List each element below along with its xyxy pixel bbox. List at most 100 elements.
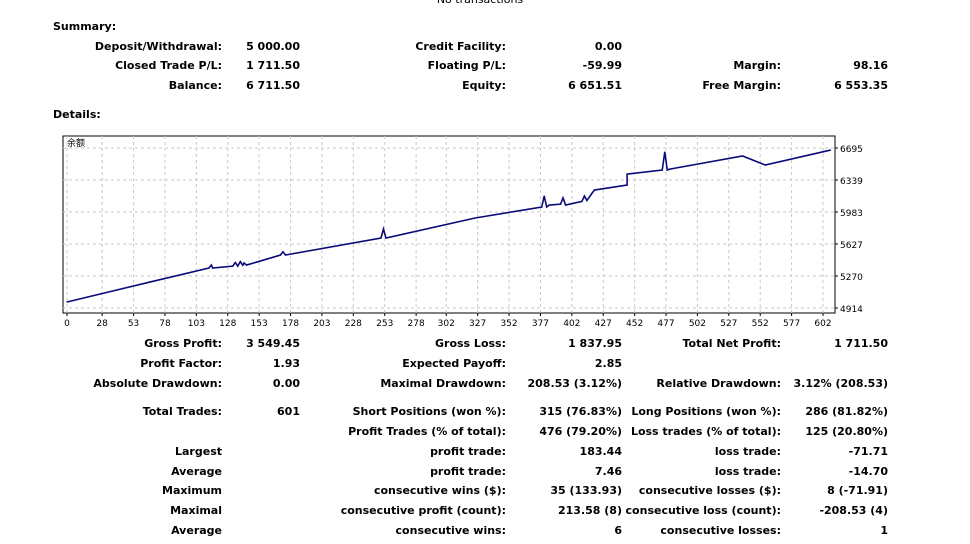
- x-tick-label: 352: [500, 319, 517, 329]
- stat-label: Gross Profit:: [144, 337, 222, 350]
- summary-value: -59.99: [582, 59, 622, 72]
- stat-value: 1 711.50: [834, 337, 888, 350]
- x-tick-label: 427: [595, 319, 612, 329]
- data-point: [149, 281, 151, 283]
- data-point: [583, 195, 585, 197]
- data-point: [66, 301, 68, 303]
- stat-label: consecutive losses ($):: [638, 484, 781, 497]
- stat-label: Maximal Drawdown:: [380, 377, 506, 390]
- x-tick-label: 527: [720, 319, 737, 329]
- stat-value: 0.00: [272, 377, 300, 390]
- x-tick-label: 153: [251, 319, 268, 329]
- data-point: [242, 264, 244, 266]
- summary-value: 6 651.51: [568, 79, 622, 92]
- stat-label: Profit Factor:: [140, 357, 222, 370]
- data-point: [282, 251, 284, 253]
- data-point: [212, 267, 214, 269]
- summary-label: Equity:: [462, 79, 506, 92]
- data-point: [666, 169, 668, 171]
- x-tick-label: 28: [96, 319, 108, 329]
- y-tick-label: 6695: [840, 145, 863, 155]
- stat-value: 7.46: [594, 465, 622, 478]
- data-point: [661, 169, 663, 171]
- data-point: [548, 204, 550, 206]
- x-tick-label: 477: [657, 319, 674, 329]
- data-point: [669, 168, 671, 170]
- y-tick-label: 5627: [840, 241, 863, 251]
- balance-chart: 0 28 53 78 103 128 153 178 203 228 253 278 302 327 352…: [62, 135, 863, 329]
- x-tick-label: 602: [814, 319, 831, 329]
- details-title: Details:: [53, 108, 101, 121]
- stat-value: 183.44: [579, 445, 622, 458]
- x-tick-label: 377: [532, 319, 549, 329]
- stat-value: 3.12% (208.53): [793, 377, 889, 390]
- top-note: No transactions: [380, 0, 580, 6]
- stat-value: 601: [277, 405, 300, 418]
- x-tick-label: 452: [626, 319, 643, 329]
- stat-label: Relative Drawdown:: [656, 377, 781, 390]
- stat-label: Total Net Profit:: [682, 337, 782, 350]
- x-tick-label: 78: [159, 319, 171, 329]
- data-point: [210, 264, 213, 266]
- stat-label: Average: [171, 465, 222, 478]
- data-point: [546, 206, 548, 208]
- y-tick-label: 5270: [840, 273, 863, 283]
- data-point: [564, 204, 567, 206]
- stat-value: -71.71: [848, 445, 888, 458]
- data-point: [586, 199, 588, 202]
- stat-value: 286 (81.82%): [805, 405, 888, 418]
- data-point: [559, 203, 562, 205]
- stat-label: consecutive profit (count):: [340, 504, 506, 517]
- x-tick-label: 178: [282, 319, 299, 329]
- data-point: [562, 197, 564, 199]
- stat-label: profit trade:: [430, 445, 506, 458]
- data-point: [382, 228, 385, 230]
- x-tick-label: 0: [64, 319, 70, 329]
- stat-label: loss trade:: [714, 465, 781, 478]
- stat-label: Short Positions (won %):: [352, 405, 506, 418]
- stat-label: Total Trades:: [142, 405, 222, 418]
- data-point: [284, 254, 287, 256]
- stat-label: consecutive loss (count):: [625, 504, 781, 517]
- stat-value: 208.53 (3.12%): [527, 377, 623, 390]
- y-tick-label: 4914: [840, 305, 863, 315]
- summary-value: 98.16: [853, 59, 888, 72]
- stat-label: loss trade:: [714, 445, 781, 458]
- x-tick-label: 128: [219, 319, 236, 329]
- summary-value: 5 000.00: [246, 40, 300, 53]
- y-tick-label: 6339: [840, 177, 863, 187]
- data-point: [208, 267, 210, 269]
- x-tick-label: 502: [689, 319, 706, 329]
- stat-value: 1.93: [272, 357, 300, 370]
- summary-value: 1 711.50: [246, 59, 300, 72]
- summary-title: Summary:: [53, 20, 117, 33]
- stat-value: 1 837.95: [568, 337, 622, 350]
- stat-label: Loss trades (% of total):: [630, 425, 781, 438]
- stat-label: consecutive losses:: [660, 524, 781, 537]
- stat-label: Largest: [175, 445, 222, 458]
- summary-label: Deposit/Withdrawal:: [94, 40, 222, 53]
- data-point: [239, 261, 241, 263]
- data-point: [543, 195, 545, 197]
- stat-label: Average: [171, 524, 222, 537]
- balance-line: [66, 149, 831, 303]
- stat-label: Long Positions (won %):: [631, 405, 781, 418]
- stat-value: 6: [614, 524, 622, 537]
- data-point: [829, 149, 832, 151]
- summary-label: Closed Trade P/L:: [115, 59, 222, 72]
- stat-value: -14.70: [848, 465, 888, 478]
- summary-label: Credit Facility:: [415, 40, 506, 53]
- summary-value: 6 711.50: [246, 79, 300, 92]
- stat-label: Gross Loss:: [435, 337, 506, 350]
- stat-value: 476 (79.20%): [539, 425, 622, 438]
- data-point: [541, 206, 543, 208]
- data-point: [626, 173, 628, 175]
- data-point: [664, 151, 666, 153]
- stat-label: profit trade:: [430, 465, 506, 478]
- data-point: [380, 237, 382, 239]
- stat-value: 2.85: [594, 357, 622, 370]
- x-tick-label: 552: [752, 319, 769, 329]
- data-point: [245, 264, 248, 266]
- stat-label: consecutive wins ($):: [373, 484, 506, 497]
- stat-label: consecutive wins:: [395, 524, 506, 537]
